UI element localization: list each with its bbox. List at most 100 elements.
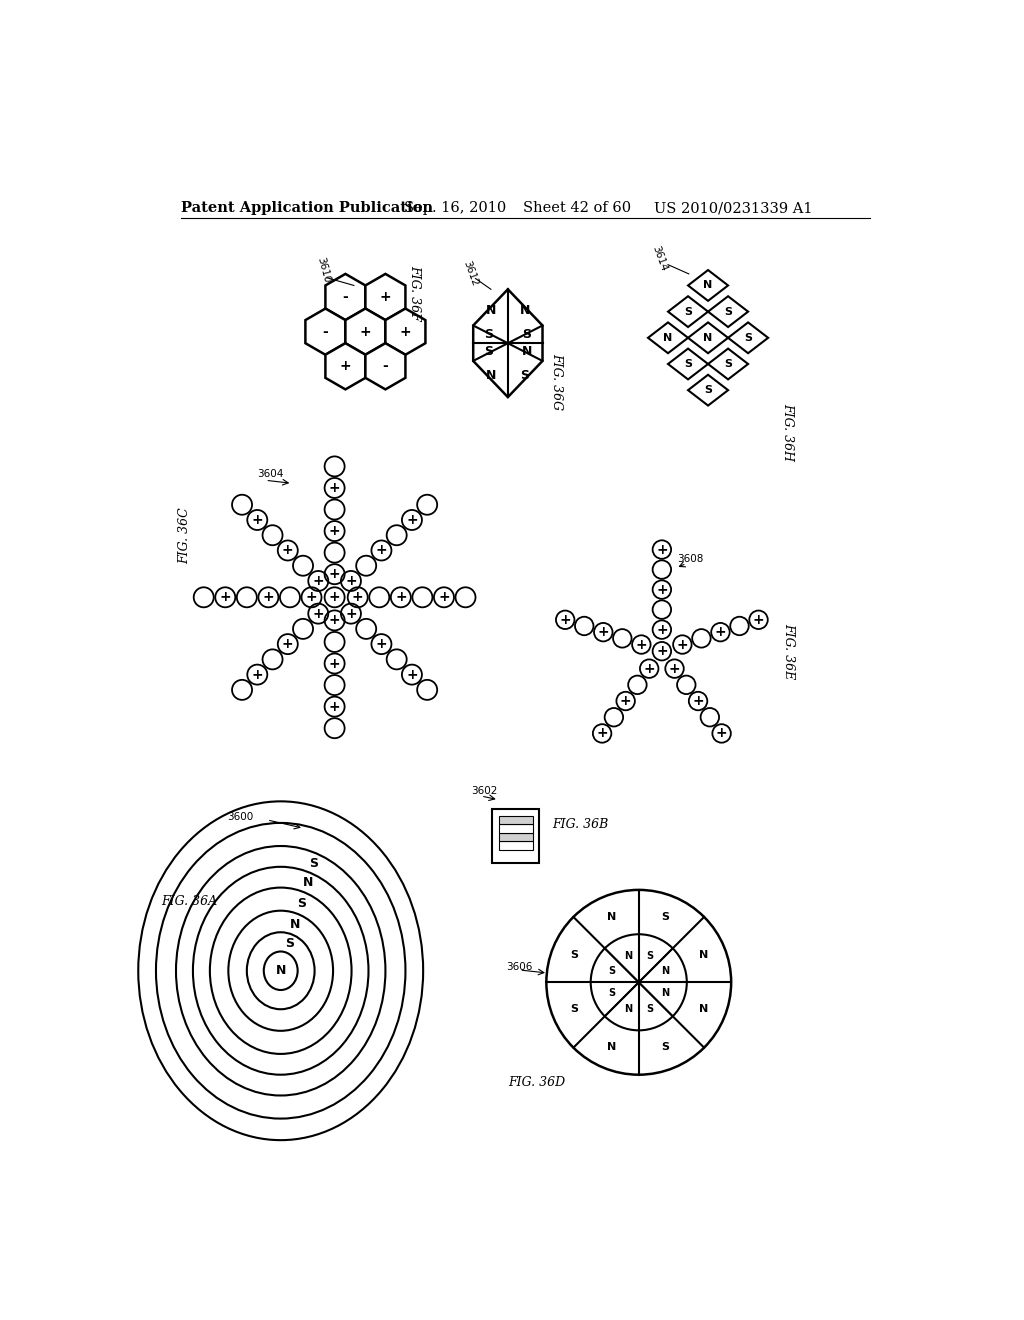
Text: FIG. 36E: FIG. 36E <box>782 623 796 680</box>
Text: +: + <box>306 590 317 605</box>
Text: S: S <box>608 966 615 977</box>
Text: S: S <box>646 950 653 961</box>
Text: Sep. 16, 2010: Sep. 16, 2010 <box>403 202 506 215</box>
Text: N: N <box>699 1005 709 1014</box>
Text: S: S <box>297 898 306 909</box>
Text: S: S <box>570 1005 578 1014</box>
Polygon shape <box>345 309 385 355</box>
Text: S: S <box>724 306 732 317</box>
Text: +: + <box>345 574 356 587</box>
Text: +: + <box>252 668 263 681</box>
Text: 3606: 3606 <box>506 962 532 972</box>
Text: +: + <box>677 638 688 652</box>
Text: S: S <box>646 1005 653 1014</box>
Text: S: S <box>684 306 692 317</box>
Text: +: + <box>399 325 412 339</box>
Text: +: + <box>329 524 340 539</box>
Polygon shape <box>668 296 708 327</box>
Text: N: N <box>522 346 532 358</box>
Text: N: N <box>485 370 496 381</box>
Text: +: + <box>329 568 340 581</box>
Text: +: + <box>329 590 340 605</box>
Text: 3600: 3600 <box>226 812 253 822</box>
Polygon shape <box>473 289 543 397</box>
Text: +: + <box>359 325 372 339</box>
Bar <box>499 833 532 841</box>
Text: N: N <box>662 966 670 977</box>
Text: S: S <box>522 329 531 341</box>
Text: 3612: 3612 <box>462 260 480 288</box>
Text: N: N <box>303 876 313 890</box>
Text: FIG. 36C: FIG. 36C <box>178 507 190 564</box>
Polygon shape <box>708 348 749 379</box>
Text: FIG. 36F: FIG. 36F <box>408 265 421 321</box>
Text: Sheet 42 of 60: Sheet 42 of 60 <box>523 202 632 215</box>
Text: +: + <box>345 607 356 620</box>
Text: -: - <box>323 325 329 339</box>
Text: +: + <box>597 626 609 639</box>
Bar <box>493 809 539 863</box>
Polygon shape <box>688 375 728 405</box>
Text: N: N <box>607 1043 616 1052</box>
Polygon shape <box>648 322 688 354</box>
Text: FIG. 36D: FIG. 36D <box>508 1076 565 1089</box>
Text: FIG. 36A: FIG. 36A <box>162 895 217 908</box>
Text: +: + <box>282 638 294 651</box>
Text: +: + <box>559 612 571 627</box>
Text: +: + <box>395 590 407 605</box>
Text: N: N <box>624 950 632 961</box>
Polygon shape <box>668 348 708 379</box>
Text: +: + <box>329 656 340 671</box>
Text: +: + <box>312 607 324 620</box>
Text: +: + <box>329 480 340 495</box>
Text: +: + <box>376 638 387 651</box>
Text: N: N <box>485 305 496 317</box>
Text: +: + <box>669 661 680 676</box>
Text: FIG. 36G: FIG. 36G <box>550 354 563 411</box>
Text: N: N <box>664 333 673 343</box>
Text: N: N <box>290 917 301 931</box>
Text: +: + <box>380 290 391 304</box>
Polygon shape <box>688 271 728 301</box>
Text: +: + <box>596 726 608 741</box>
Text: S: S <box>570 950 578 961</box>
Text: -: - <box>343 290 348 304</box>
Text: +: + <box>282 544 294 557</box>
Text: S: S <box>724 359 732 370</box>
Text: S: S <box>662 912 670 923</box>
Text: S: S <box>484 329 494 341</box>
Text: S: S <box>520 370 529 381</box>
Polygon shape <box>708 296 749 327</box>
Polygon shape <box>728 322 768 354</box>
Polygon shape <box>688 322 728 354</box>
Text: +: + <box>656 623 668 636</box>
Text: 3604: 3604 <box>258 469 284 479</box>
Polygon shape <box>326 343 366 389</box>
Polygon shape <box>326 275 366 321</box>
Text: +: + <box>715 626 726 639</box>
Text: S: S <box>744 333 752 343</box>
Text: 3610: 3610 <box>315 256 332 284</box>
Bar <box>499 841 532 850</box>
Text: +: + <box>252 513 263 527</box>
Text: US 2010/0231339 A1: US 2010/0231339 A1 <box>654 202 813 215</box>
Text: S: S <box>684 359 692 370</box>
Text: +: + <box>219 590 231 605</box>
Text: +: + <box>329 614 340 627</box>
Text: +: + <box>376 544 387 557</box>
Text: +: + <box>636 638 647 652</box>
Bar <box>499 825 532 833</box>
Text: +: + <box>753 612 764 627</box>
Text: +: + <box>407 513 418 527</box>
Polygon shape <box>385 309 425 355</box>
Text: S: S <box>285 937 294 950</box>
Polygon shape <box>366 275 406 321</box>
Text: N: N <box>703 280 713 290</box>
Text: N: N <box>703 333 713 343</box>
Text: S: S <box>608 989 615 998</box>
Text: +: + <box>312 574 324 587</box>
Text: +: + <box>340 359 351 374</box>
Text: N: N <box>519 305 530 317</box>
Text: +: + <box>262 590 274 605</box>
Text: 3614: 3614 <box>650 244 669 273</box>
